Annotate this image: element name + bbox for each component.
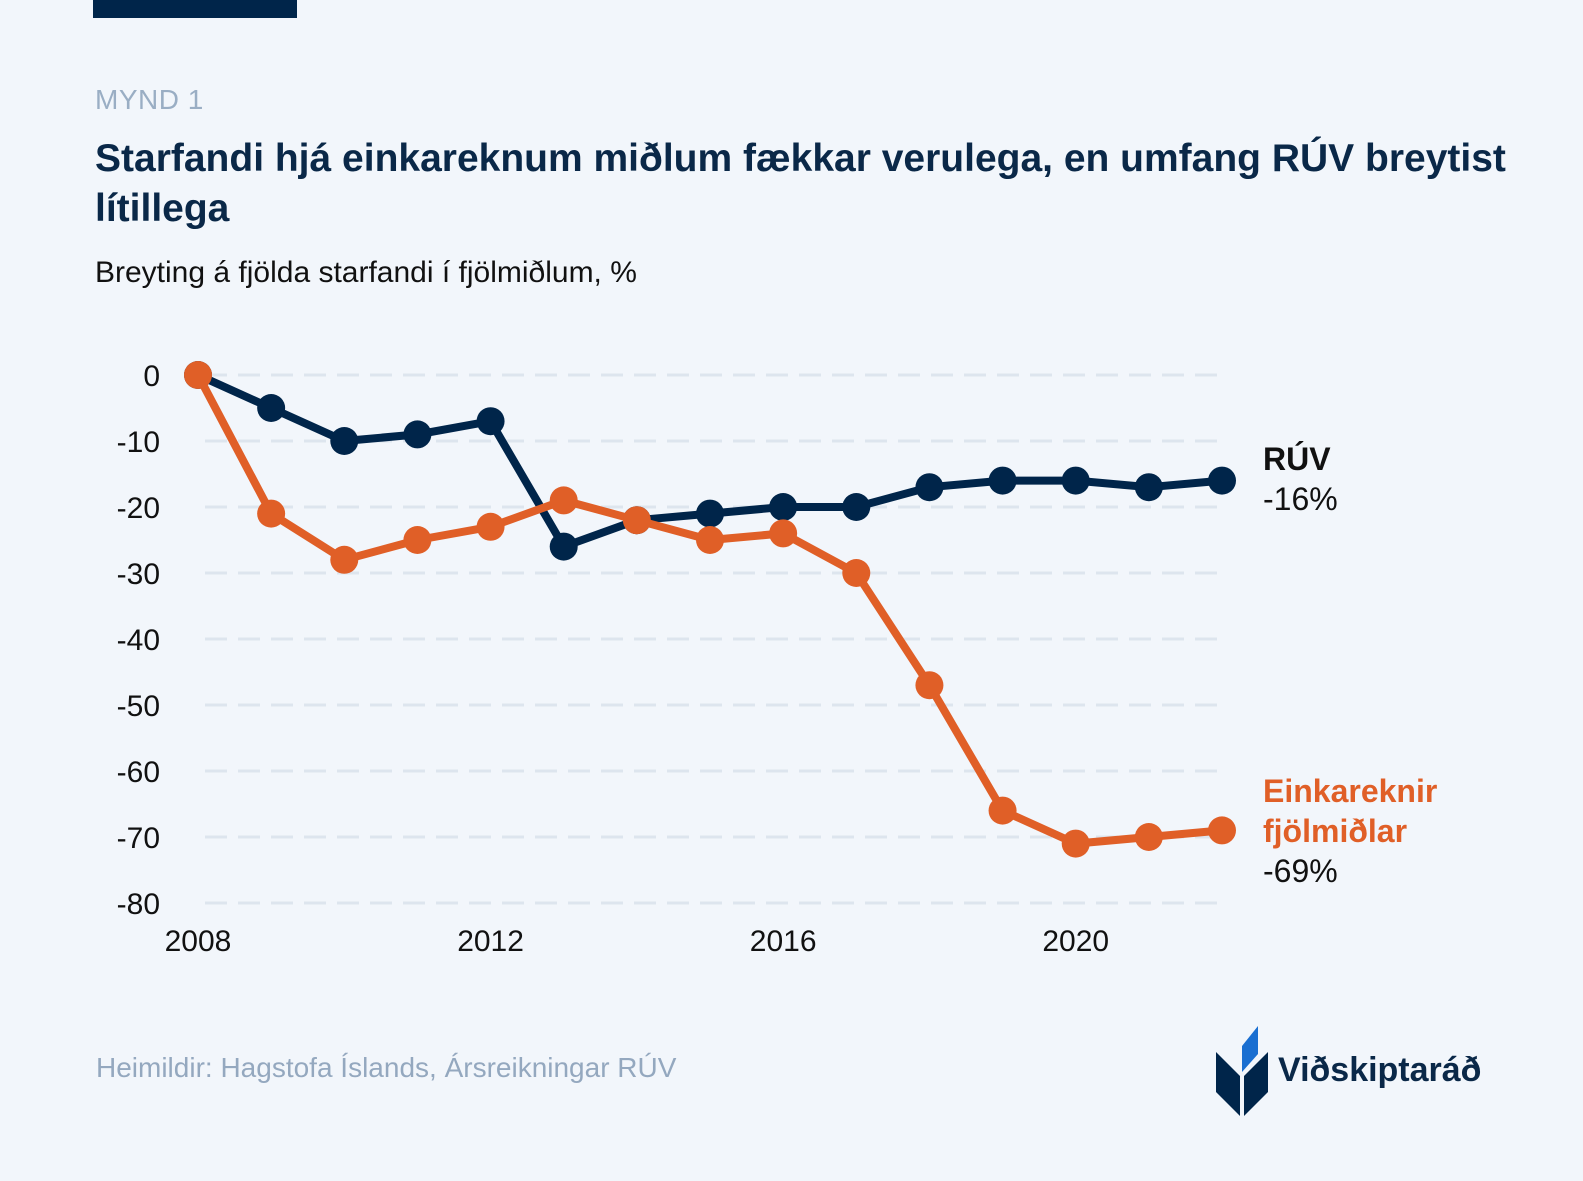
x-tick-label: 2008 xyxy=(165,925,232,958)
data-point xyxy=(1134,473,1163,502)
y-tick-label: -60 xyxy=(117,756,160,789)
y-axis-ticks: 0 -10 -20 -30 -40 -50 -60 -70 -80 xyxy=(117,360,160,921)
data-point xyxy=(988,796,1017,825)
vidskiptarad-leaf-logo-icon xyxy=(1216,1026,1268,1116)
x-axis-ticks: 2008 2012 2016 2020 xyxy=(165,925,1109,958)
gridlines xyxy=(205,373,1225,905)
y-tick-label: -50 xyxy=(117,690,160,723)
y-tick-label: -30 xyxy=(117,558,160,591)
data-point xyxy=(842,493,871,521)
x-tick-label: 2016 xyxy=(750,925,817,958)
chart-subtitle: Breyting á fjölda starfandi í fjölmiðlum… xyxy=(95,256,637,289)
y-tick-label: -40 xyxy=(117,624,160,657)
data-point xyxy=(184,361,212,389)
series-label-einkareknir-line2: fjölmiðlar xyxy=(1263,813,1407,849)
x-tick-label: 2020 xyxy=(1042,925,1109,958)
series-label-ruv: RÚV xyxy=(1263,441,1331,477)
data-point xyxy=(696,499,724,528)
data-point xyxy=(257,499,286,528)
data-point xyxy=(1208,466,1236,495)
top-accent-bar xyxy=(93,0,297,18)
vidskiptarad-logo: Viðskiptaráð xyxy=(1214,1024,1481,1116)
data-point xyxy=(915,473,944,502)
y-tick-label: -70 xyxy=(117,822,160,855)
series-einkareknir xyxy=(184,361,1236,858)
data-point xyxy=(1061,466,1090,495)
data-point xyxy=(988,466,1017,495)
data-point xyxy=(549,532,578,561)
data-point xyxy=(842,559,871,587)
data-point xyxy=(403,420,432,449)
series-end-value-einkareknir: -69% xyxy=(1263,853,1338,889)
data-point xyxy=(915,671,944,700)
data-point xyxy=(622,506,651,535)
chart-title: Starfandi hjá einkareknum miðlum fækkar … xyxy=(95,137,1506,230)
series-label-einkareknir-line1: Einkareknir xyxy=(1263,773,1437,809)
figure-kicker: MYND 1 xyxy=(95,84,204,115)
data-point xyxy=(330,427,359,455)
data-point xyxy=(549,486,578,515)
data-point xyxy=(1208,816,1236,845)
data-point xyxy=(476,407,505,436)
data-point xyxy=(330,545,359,574)
y-tick-label: 0 xyxy=(143,360,160,393)
series-ruv xyxy=(184,361,1236,561)
series-group xyxy=(184,361,1236,858)
y-tick-label: -10 xyxy=(117,426,160,459)
data-point xyxy=(769,493,798,521)
x-tick-label: 2012 xyxy=(457,925,524,958)
y-tick-label: -80 xyxy=(117,888,160,921)
data-point xyxy=(696,526,724,554)
source-note: Heimildir: Hagstofa Íslands, Ársreikning… xyxy=(96,1052,677,1083)
logo-text: Viðskiptaráð xyxy=(1278,1050,1482,1089)
data-point xyxy=(1061,829,1090,858)
data-point xyxy=(257,394,286,422)
data-point xyxy=(403,526,432,554)
series-end-value-ruv: -16% xyxy=(1263,481,1338,517)
data-point xyxy=(1134,823,1163,851)
data-point xyxy=(769,519,798,548)
data-point xyxy=(476,512,505,541)
end-labels: RÚV -16% Einkareknir fjölmiðlar -69% xyxy=(1263,441,1437,889)
y-tick-label: -20 xyxy=(117,492,160,525)
